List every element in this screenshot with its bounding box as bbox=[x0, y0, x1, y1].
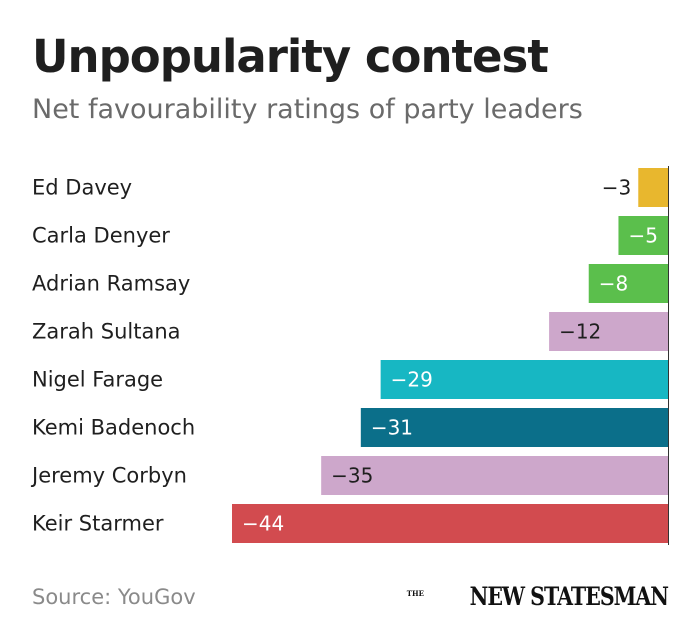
chart-title: Unpopularity contest bbox=[32, 30, 549, 83]
bar bbox=[380, 360, 668, 399]
logo-name: NEW STATESMAN bbox=[469, 582, 669, 611]
category-label: Zarah Sultana bbox=[32, 320, 181, 344]
bar bbox=[360, 408, 668, 447]
data-label: −12 bbox=[559, 320, 601, 344]
category-label: Kemi Badenoch bbox=[32, 416, 195, 440]
logo-the: THE bbox=[406, 589, 424, 598]
category-label: Jeremy Corbyn bbox=[30, 464, 187, 488]
data-label: −3 bbox=[602, 176, 631, 200]
data-label: −35 bbox=[331, 464, 373, 488]
data-label: −31 bbox=[371, 416, 413, 440]
source-note: Source: YouGov bbox=[32, 585, 196, 609]
data-label: −5 bbox=[628, 224, 657, 248]
category-label: Adrian Ramsay bbox=[32, 272, 190, 296]
bar bbox=[232, 504, 668, 543]
data-label: −8 bbox=[599, 272, 628, 296]
category-label: Keir Starmer bbox=[32, 512, 164, 536]
bar bbox=[549, 312, 668, 351]
bar bbox=[588, 264, 668, 303]
category-label: Nigel Farage bbox=[32, 368, 163, 392]
bar bbox=[321, 456, 668, 495]
bar bbox=[638, 168, 668, 207]
bar bbox=[618, 216, 668, 255]
category-label: Ed Davey bbox=[32, 176, 132, 200]
new-statesman-logo: THE NEW STATESMAN bbox=[406, 582, 669, 611]
chart-subtitle: Net favourability ratings of party leade… bbox=[32, 94, 583, 125]
category-label: Carla Denyer bbox=[32, 224, 170, 248]
data-label: −44 bbox=[242, 512, 284, 536]
data-label: −29 bbox=[391, 368, 433, 392]
